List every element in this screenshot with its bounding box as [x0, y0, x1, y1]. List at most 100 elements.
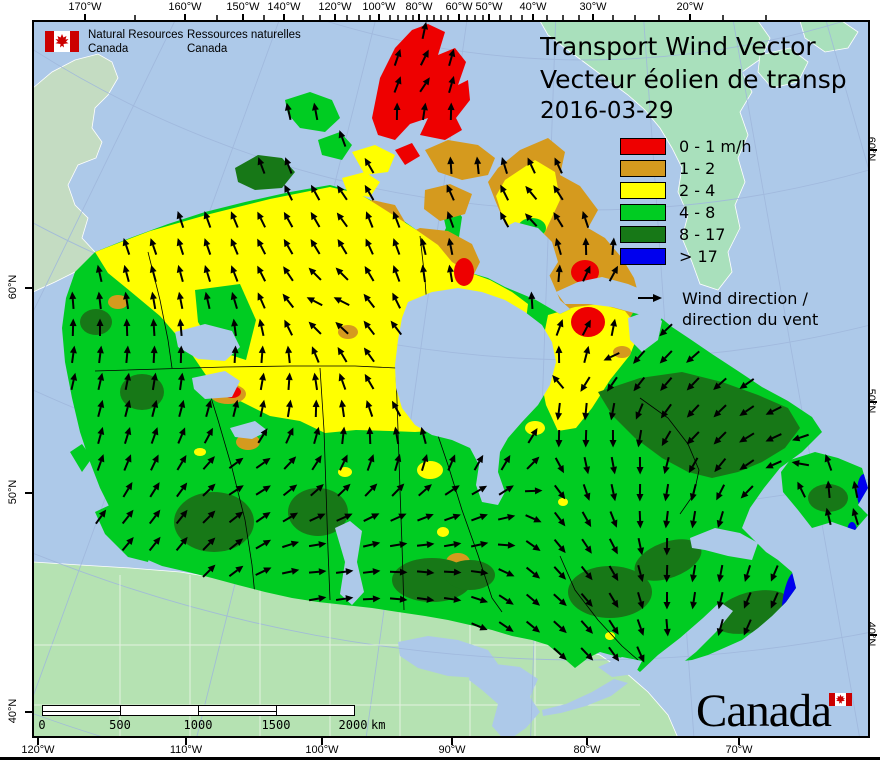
wind-arrow-shaft — [394, 406, 402, 417]
legend-label: 0 - 1 m/h — [679, 136, 752, 156]
wind-arrow — [366, 426, 374, 445]
wind-arrow-shaft — [340, 272, 349, 281]
wind-arrow-head — [505, 624, 514, 632]
wind-arrow-head — [423, 484, 432, 492]
wind-arrow-shaft — [340, 190, 348, 201]
wind-arrow-head — [364, 265, 372, 275]
wind-arrow-shaft — [745, 485, 754, 494]
wind-arrow-shaft — [367, 244, 374, 255]
axis-tick — [25, 287, 33, 289]
wind-arrow — [392, 265, 401, 282]
wind-arrow-head — [765, 435, 774, 442]
wind-arrow-shaft — [178, 406, 183, 418]
wind-arrow-shaft — [202, 488, 211, 497]
wind-arrow — [555, 345, 563, 364]
wind-arrow-head — [584, 265, 591, 274]
province-border — [431, 417, 503, 613]
wind-arrow — [552, 374, 565, 390]
wind-arrow-shaft — [124, 433, 129, 444]
wind-arrow-shaft — [259, 406, 264, 418]
wind-arrow-shaft — [637, 403, 644, 414]
wind-arrow-shaft — [422, 271, 426, 283]
wind-arrow-head — [286, 399, 293, 408]
wind-arrow — [416, 568, 435, 576]
wind-arrow-shaft — [395, 433, 400, 445]
foxe-basin — [492, 222, 558, 285]
wind-arrow-head — [420, 102, 428, 111]
flag-red-bar — [829, 693, 835, 706]
wind-arrow-head — [284, 102, 292, 111]
legend-swatch-orange — [620, 159, 666, 177]
wind-arrow — [583, 345, 591, 364]
wind-arrow-head — [69, 345, 77, 354]
axis-tick — [521, 15, 523, 22]
wind-arrow-head — [363, 320, 371, 329]
wind-arrow — [743, 619, 752, 636]
wind-arrow — [824, 507, 832, 526]
wind-arrow-shaft — [719, 591, 724, 603]
wind-arrow — [448, 75, 456, 94]
wind-arrow-shaft — [121, 542, 130, 552]
wind-arrow-head — [426, 541, 435, 549]
wind-arrow-shaft — [148, 542, 157, 552]
wind-arrow-head — [555, 264, 563, 273]
wind-arrow — [202, 456, 215, 470]
wind-arrow-head — [257, 265, 264, 274]
wind-arrow-head — [69, 318, 77, 327]
wind-arrow-head — [453, 595, 462, 603]
wind-arrow-head — [341, 454, 348, 463]
axis-tick — [378, 14, 380, 22]
wind-arrow-shaft — [421, 28, 426, 40]
wind-arrow-head — [500, 156, 508, 166]
wind-arrow-shaft — [202, 461, 211, 470]
wind-arrow — [498, 594, 514, 605]
wind-arrow — [283, 456, 297, 470]
wind-arrow — [255, 512, 271, 523]
wind-arrow — [609, 429, 617, 448]
wind-arrow-shaft — [692, 483, 697, 495]
wind-arrow — [150, 427, 159, 444]
wind-arrow-shaft — [391, 488, 400, 497]
wind-arrow — [525, 514, 542, 523]
wind-arrow-head — [318, 595, 327, 602]
wind-arrow-head — [364, 157, 372, 167]
wind-arrow-shaft — [151, 379, 156, 391]
wind-arrow — [660, 377, 673, 391]
wind-arrow — [203, 291, 211, 310]
wind-arrow — [471, 513, 488, 522]
wind-arrow — [175, 536, 188, 552]
wind-arrow-shaft — [362, 570, 374, 574]
wind-arrow-shaft — [367, 163, 375, 174]
wind-arrow — [202, 510, 216, 524]
wind-arrow-shaft — [471, 516, 482, 522]
wind-arrow-head — [637, 627, 645, 636]
wind-arrow-head — [124, 372, 132, 381]
wind-arrow — [228, 565, 244, 577]
wind-arrow-head — [235, 565, 244, 574]
wind-arrow-head — [636, 466, 644, 475]
wind-arrow-shaft — [557, 244, 562, 256]
wind-arrow — [686, 377, 700, 391]
wind-arrow-head — [257, 157, 265, 166]
wind-arrow-shaft — [259, 217, 266, 228]
axis-label-right: 60°N — [865, 136, 877, 162]
wind-arrow-shaft — [335, 570, 347, 574]
legend-label: 2 - 4 — [679, 180, 716, 200]
wind-arrow-head — [207, 537, 216, 546]
wind-arrow-head — [342, 483, 351, 492]
wind-arrow-shaft — [557, 271, 561, 283]
wind-arrow-shaft — [584, 217, 590, 228]
wind-arrow-head — [285, 345, 293, 354]
wind-arrow-head — [235, 485, 244, 493]
wind-arrow-shaft — [449, 217, 455, 228]
wind-arrow — [286, 399, 293, 418]
wind-arrow-head — [686, 355, 695, 363]
wind-arrow-head — [150, 345, 158, 354]
wind-arrow-shaft — [525, 540, 536, 548]
zone-yellow — [362, 230, 394, 250]
wind-arrow — [364, 184, 375, 201]
zone-yellow — [540, 304, 640, 431]
wind-arrow — [255, 567, 272, 576]
wind-arrow-head — [426, 595, 435, 603]
wind-arrow — [554, 457, 564, 474]
